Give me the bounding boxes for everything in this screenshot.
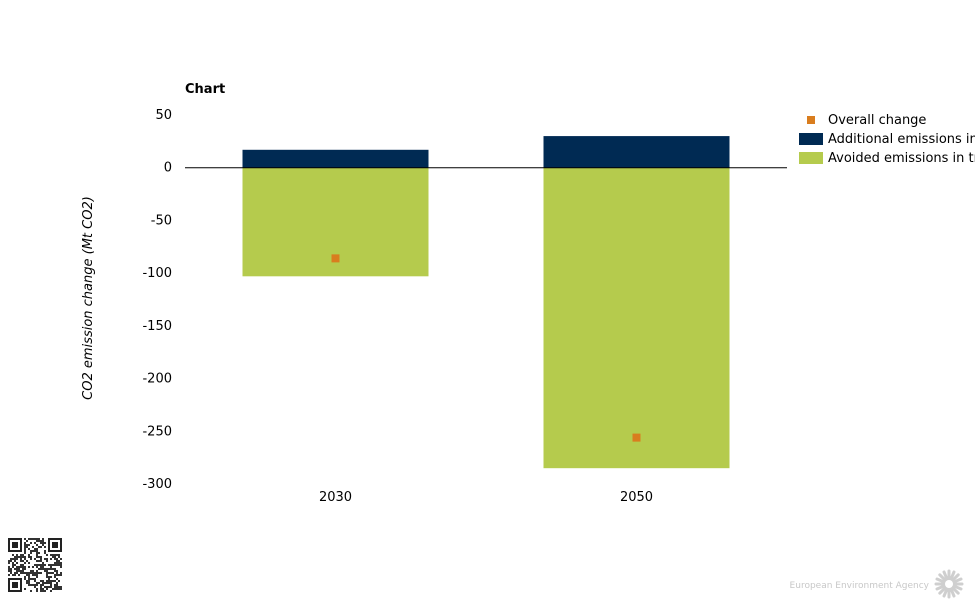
legend-item: Avoided emissions in transport sector	[799, 151, 975, 166]
x-axis: 2030 2050	[319, 490, 653, 505]
legend-item: Overall change	[807, 113, 926, 128]
legend-label: Overall change	[828, 113, 926, 128]
y-tick-label: 50	[155, 108, 172, 123]
y-axis: 50 0 -50 -100 -150 -200 -250 -300	[142, 108, 172, 492]
agency-name: European Environment Agency	[790, 581, 930, 591]
overall-change-marker	[331, 254, 340, 263]
y-axis-label: CO2 emission change (Mt CO2)	[81, 196, 96, 400]
legend-swatch	[799, 133, 823, 145]
markers	[331, 254, 641, 442]
x-tick-label: 2030	[319, 490, 352, 505]
y-tick-label: -200	[142, 372, 172, 387]
legend-swatch	[799, 152, 823, 164]
y-tick-label: -300	[142, 477, 172, 492]
y-tick-label: -50	[151, 213, 172, 228]
y-tick-label: -100	[142, 266, 172, 281]
overall-change-marker	[632, 433, 641, 442]
y-tick-label: 0	[164, 161, 172, 176]
qr-code-icon	[8, 538, 62, 592]
bar	[543, 167, 730, 469]
chart-title: Chart	[185, 82, 225, 97]
bar	[543, 136, 730, 168]
legend: Overall change Additional emissions in po…	[799, 113, 975, 166]
legend-label: Additional emissions in power sector	[828, 132, 975, 147]
legend-swatch	[807, 116, 815, 124]
x-tick-label: 2050	[620, 490, 653, 505]
eea-sun-logo-icon	[934, 569, 964, 599]
legend-item: Additional emissions in power sector	[799, 132, 975, 147]
bars	[242, 136, 730, 469]
legend-label: Avoided emissions in transport sector	[828, 151, 975, 166]
y-tick-label: -250	[142, 424, 172, 439]
y-tick-label: -150	[142, 319, 172, 334]
bar	[242, 149, 429, 168]
